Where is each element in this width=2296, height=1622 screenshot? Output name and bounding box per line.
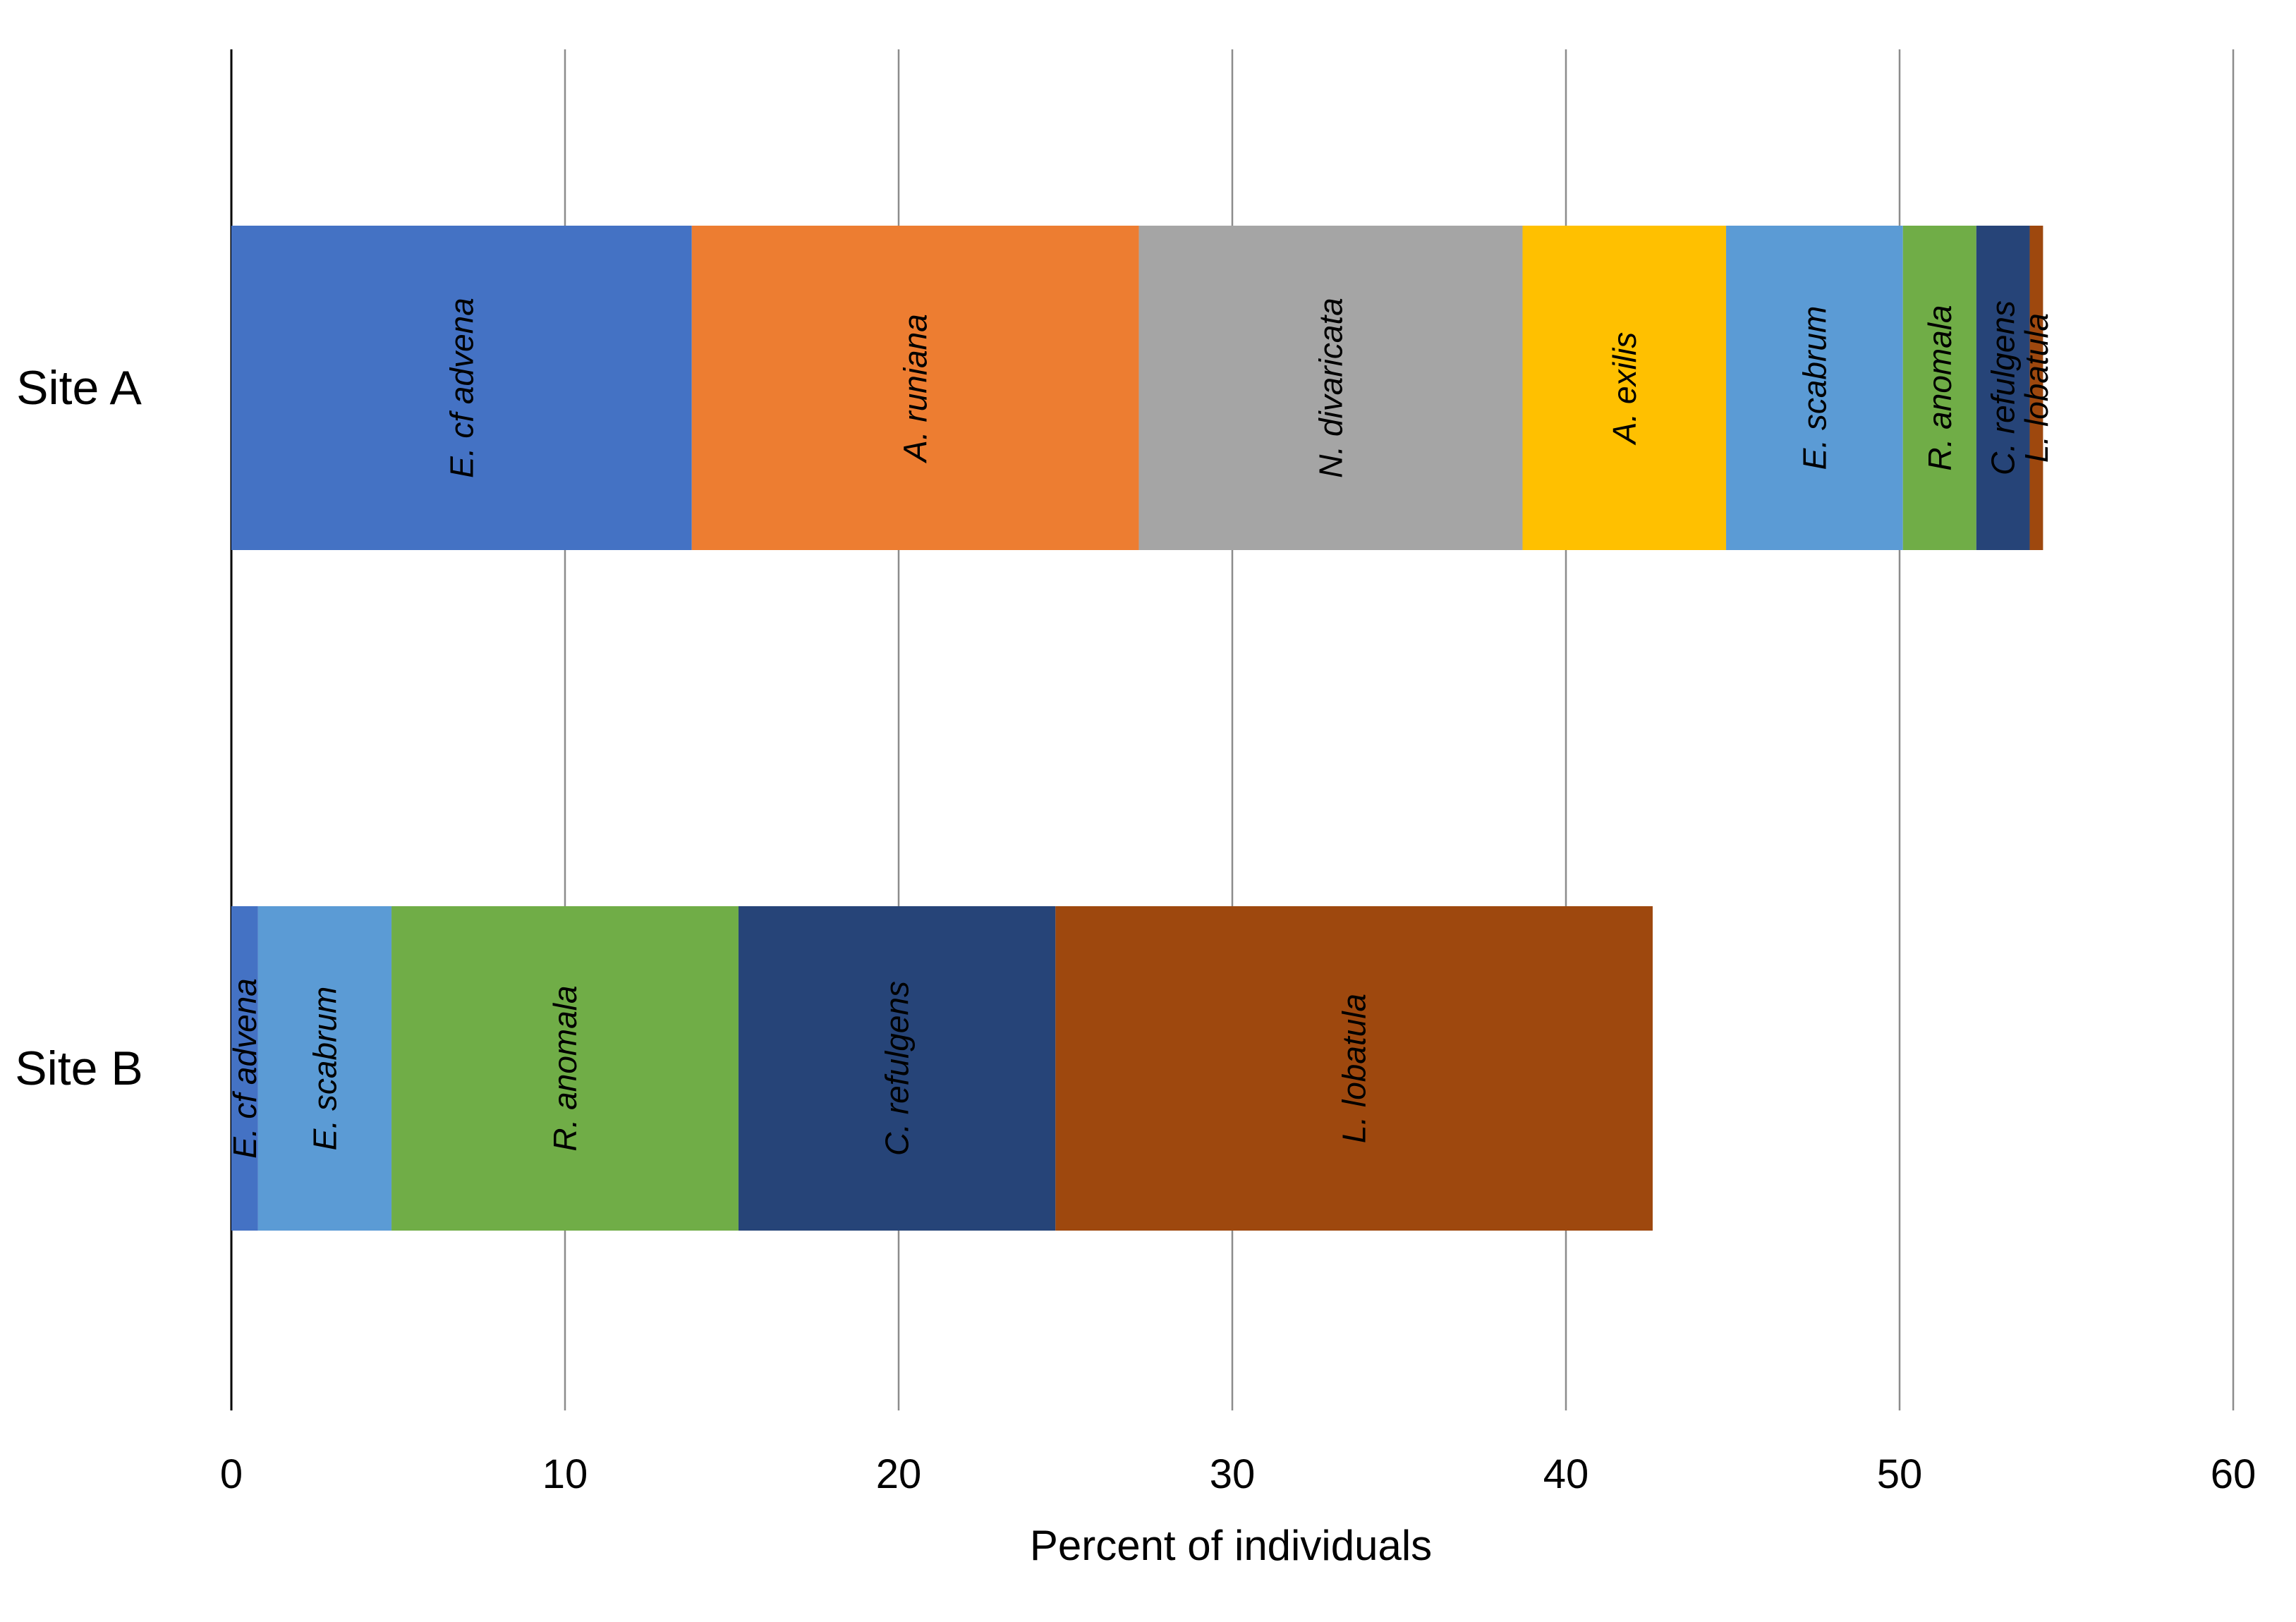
x-tick-label: 0 [220,1451,243,1497]
bars [231,226,2043,1231]
segment-label: E. cf advena [443,298,480,478]
segment-label: R. anomala [1921,305,1958,470]
bar-site-a-r-anomala [1902,226,1976,550]
category-label: Site A [16,361,142,415]
bar-site-a-l-lobatula [2029,226,2043,550]
segment-label: C. refulgens [879,981,916,1156]
segment-label: L. lobatula [2018,313,2055,463]
segment-label: A. runiana [897,314,934,464]
x-tick-label: 60 [2211,1451,2256,1497]
bar-site-a-e-scabrum [1726,226,1903,550]
x-tick-label: 50 [1877,1451,1923,1497]
category-label: Site B [15,1042,142,1095]
bar-site-b-r-anomala [391,906,739,1231]
bar-site-a-a-exilis [1522,226,1727,550]
x-tick-label: 20 [876,1451,922,1497]
bar-site-b-e-cf-advena [231,906,258,1231]
bar-site-a-c-refulgens [1976,226,2030,550]
segment-label: E. cf advena [226,978,263,1159]
segment-label: N. divaricata [1313,298,1349,478]
x-axis-title: Percent of individuals [1030,1522,1432,1569]
bar-site-a-n-divaricata [1138,226,1523,550]
bar-site-b-e-scabrum [257,906,392,1231]
segment-label: L. lobatula [1336,994,1373,1143]
tick-labels: 0 10 20 30 40 50 60 [220,1451,2256,1497]
bar-site-a-e-cf-advena [231,226,692,550]
category-labels: Site A Site B [15,361,142,1095]
segment-label: E. scabrum [306,987,343,1151]
bar-site-b-l-lobatula [1055,906,1653,1231]
segment-label: C. refulgens [1985,300,2022,475]
bar-site-b-c-refulgens [738,906,1056,1231]
x-tick-label: 30 [1210,1451,1256,1497]
x-tick-label: 10 [542,1451,588,1497]
x-tick-label: 40 [1543,1451,1589,1497]
segment-label: A. exilis [1606,332,1643,446]
segment-label: R. anomala [547,985,583,1151]
bar-site-a-a-runiana [691,226,1139,550]
segment-label: E. scabrum [1796,306,1833,470]
segment-labels: E. cf advena A. runiana N. divaricata A. ex… [226,298,2055,1159]
